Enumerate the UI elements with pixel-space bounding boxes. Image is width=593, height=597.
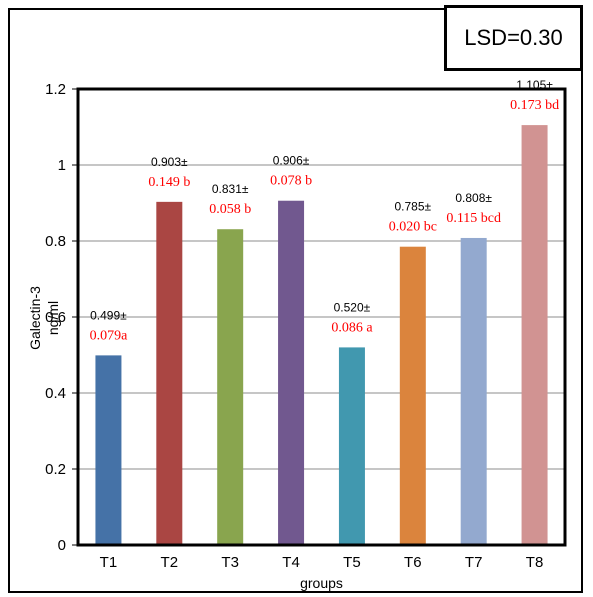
y-axis-title-line2: ng/ml — [45, 301, 61, 335]
y-tick-label: 1 — [58, 157, 66, 174]
data-label-sd: 0.079a — [90, 328, 129, 343]
lsd-label: LSD=0.30 — [464, 25, 563, 50]
x-tick-label: T5 — [343, 554, 361, 571]
y-tick-label: 0 — [58, 537, 66, 554]
bar-t8 — [521, 125, 548, 545]
x-tick-label: T7 — [465, 554, 483, 571]
lsd-box: LSD=0.30 — [444, 5, 583, 71]
y-tick-labels: 0 0.2 0.4 0.6 0.8 1 1.2 — [45, 81, 66, 554]
data-label-mean: 0.499± — [90, 308, 127, 322]
data-label-mean: 0.903± — [151, 155, 188, 169]
data-label-mean: 0.831± — [212, 182, 249, 196]
data-label-sd: 0.078 b — [270, 174, 312, 189]
bar-t4 — [278, 200, 305, 545]
x-tick-label: T6 — [404, 554, 422, 571]
data-label-sd: 0.020 bc — [389, 220, 437, 235]
data-label-mean: 0.906± — [273, 154, 310, 168]
x-tick-label: T4 — [282, 554, 300, 571]
y-tick-label: 0.8 — [45, 233, 66, 250]
bar-t5 — [338, 347, 365, 545]
x-tick-label: T2 — [161, 554, 179, 571]
y-tick-label: 1.2 — [45, 81, 66, 98]
bars-layer — [95, 125, 548, 546]
data-label-sd: 0.149 b — [148, 175, 190, 190]
x-tick-labels: T1 T2 T3 T4 T5 T6 T7 T8 — [100, 554, 544, 571]
y-tick-label: 0.4 — [45, 385, 66, 402]
data-label-mean: 0.785± — [395, 200, 432, 214]
y-tick-label: 0.6 — [45, 309, 66, 326]
y-tick-label: 0.2 — [45, 461, 66, 478]
data-label-mean: 0.808± — [455, 191, 492, 205]
x-tick-label: T8 — [526, 554, 544, 571]
y-axis-title-line1: Galectin-3 — [27, 286, 43, 350]
bar-t6 — [399, 246, 426, 545]
data-label-mean: 0.520± — [334, 300, 371, 314]
bar-t7 — [460, 237, 487, 545]
data-labels: 0.499± 0.079a 0.903± 0.149 b 0.831± 0.058 b 0.… — [90, 78, 559, 343]
data-label-sd: 0.115 bcd — [446, 211, 501, 226]
x-axis-title: groups — [300, 575, 343, 591]
plot-area-border — [76, 87, 567, 547]
grid-layer — [72, 88, 565, 546]
x-tick-label: T3 — [221, 554, 239, 571]
bar-t3 — [217, 229, 244, 545]
bar-t1 — [95, 355, 122, 545]
bar-t2 — [156, 201, 183, 546]
data-label-sd: 0.058 b — [209, 202, 251, 217]
data-label-mean: 1.105± — [516, 78, 553, 92]
x-tick-label: T1 — [100, 554, 118, 571]
data-label-sd: 0.086 a — [331, 320, 373, 335]
data-label-sd: 0.173 bd — [510, 98, 559, 113]
